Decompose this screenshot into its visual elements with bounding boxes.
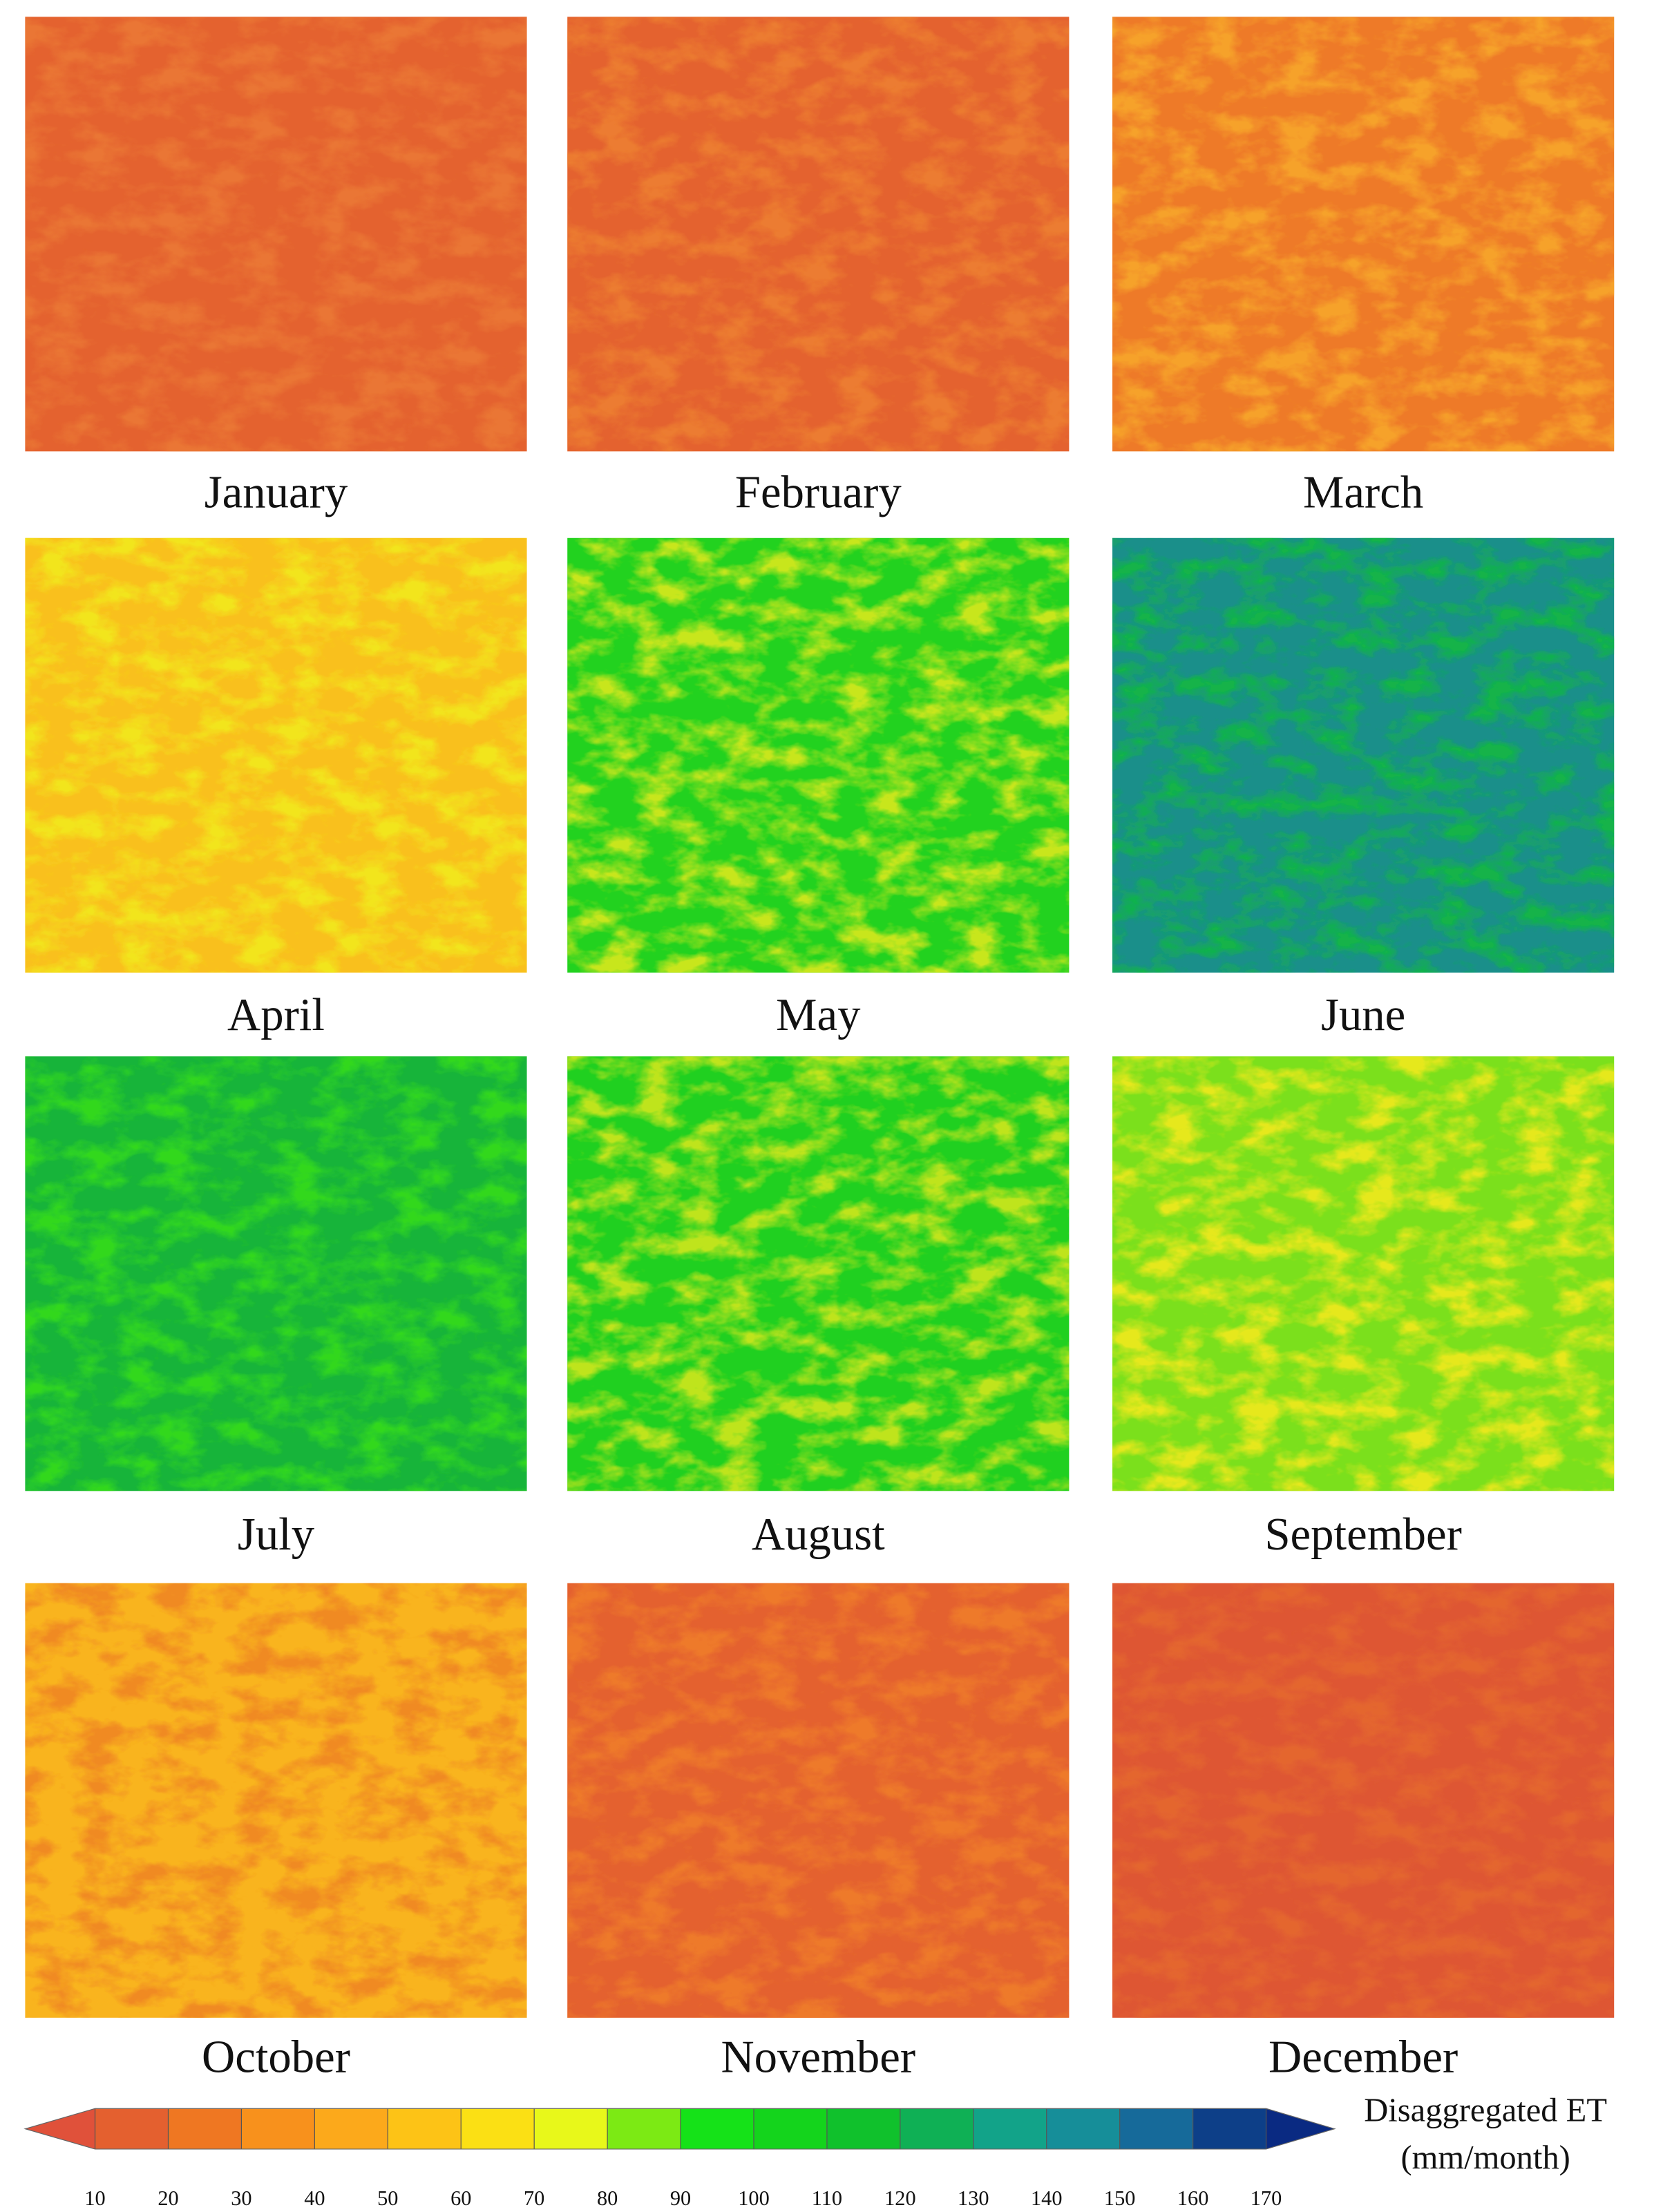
colorbar-band: [241, 2108, 315, 2149]
colorbar-band: [168, 2108, 242, 2149]
colorbar-tick-label: 40: [304, 2186, 325, 2210]
colorbar-band: [826, 2108, 900, 2149]
map-texture: [567, 1056, 1070, 1491]
map-texture: [25, 1583, 527, 2018]
colorbar-tick-label: 140: [1031, 2186, 1063, 2210]
colorbar-over: [1266, 2108, 1335, 2149]
colorbar-band: [1046, 2108, 1120, 2149]
colorbar-tick-label: 130: [958, 2186, 989, 2210]
map-texture: [25, 17, 527, 452]
panel-label: April: [227, 990, 325, 1040]
colorbar-band: [95, 2108, 169, 2149]
panel-label: May: [776, 990, 861, 1040]
colorbar-band: [607, 2108, 681, 2149]
colorbar-tick-label: 100: [738, 2186, 770, 2210]
colorbar-tick-label: 150: [1104, 2186, 1136, 2210]
colorbar-tick-label: 20: [158, 2186, 178, 2210]
colorbar-band: [753, 2108, 827, 2149]
colorbar-unit: (mm/month): [1400, 2139, 1570, 2176]
colorbar-tick-label: 50: [377, 2186, 398, 2210]
panel-label: October: [202, 2032, 350, 2083]
panel-label: January: [205, 467, 348, 517]
colorbar-band: [1192, 2108, 1266, 2149]
map-texture: [567, 17, 1070, 452]
panel-label: March: [1303, 467, 1423, 517]
panel-label: February: [735, 467, 902, 517]
colorbar-band: [534, 2108, 608, 2149]
map-texture: [1112, 1583, 1615, 2018]
panel-label: December: [1268, 2032, 1458, 2083]
panel-label: August: [752, 1509, 885, 1560]
map-texture: [25, 537, 527, 973]
panel-label: September: [1264, 1509, 1461, 1560]
colorbar-band: [1119, 2108, 1193, 2149]
panel-label: June: [1321, 990, 1405, 1040]
map-texture: [1112, 1056, 1615, 1491]
map-texture: [25, 1056, 527, 1491]
colorbar-tick-label: 10: [84, 2186, 105, 2210]
colorbar-tick-label: 70: [524, 2186, 544, 2210]
colorbar-band: [681, 2108, 754, 2149]
colorbar-tick-label: 160: [1177, 2186, 1209, 2210]
colorbar-band: [973, 2108, 1047, 2149]
colorbar-title: Disaggregated ET: [1364, 2092, 1607, 2128]
map-texture: [1112, 17, 1615, 452]
map-texture: [567, 1583, 1070, 2018]
colorbar-tick-label: 170: [1251, 2186, 1282, 2210]
colorbar-tick-label: 120: [884, 2186, 916, 2210]
colorbar-band: [900, 2108, 973, 2149]
colorbar-tick-label: 110: [812, 2186, 842, 2210]
panel-label: July: [238, 1509, 315, 1560]
colorbar-outline: [23, 2108, 1336, 2150]
panel-label: November: [721, 2032, 915, 2083]
colorbar-tick-label: 60: [450, 2186, 471, 2210]
colorbar-band: [461, 2108, 535, 2149]
map-texture: [1112, 537, 1615, 973]
colorbar-tick-label: 80: [597, 2186, 618, 2210]
colorbar-band: [314, 2108, 388, 2149]
colorbar-tick-label: 30: [231, 2186, 251, 2210]
colorbar-under: [25, 2108, 95, 2149]
colorbar-tick-label: 90: [670, 2186, 691, 2210]
map-texture: [567, 537, 1070, 973]
colorbar-band: [388, 2108, 462, 2149]
